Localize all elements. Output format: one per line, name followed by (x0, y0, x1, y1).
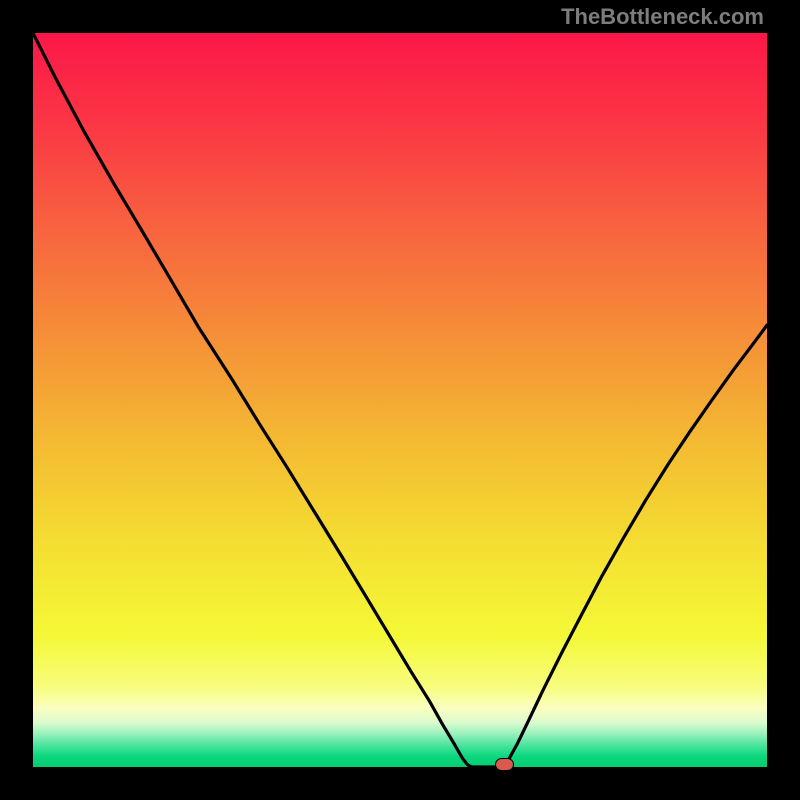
bottleneck-curve (33, 33, 767, 767)
current-point-marker (495, 758, 514, 771)
bottleneck-curve-layer (0, 0, 800, 800)
watermark-text: TheBottleneck.com (561, 4, 764, 30)
